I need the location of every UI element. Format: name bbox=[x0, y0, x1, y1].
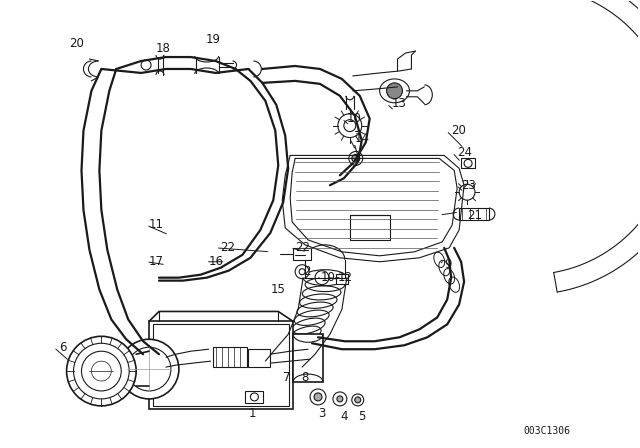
Circle shape bbox=[352, 155, 360, 162]
Text: 7: 7 bbox=[284, 370, 291, 383]
Circle shape bbox=[355, 397, 361, 403]
Circle shape bbox=[349, 151, 363, 165]
Text: 13: 13 bbox=[392, 97, 406, 110]
Text: 21: 21 bbox=[467, 209, 482, 222]
Circle shape bbox=[250, 393, 259, 401]
Text: 22: 22 bbox=[295, 241, 310, 254]
Circle shape bbox=[387, 83, 403, 99]
Circle shape bbox=[464, 159, 472, 168]
Text: 17: 17 bbox=[149, 255, 164, 268]
Bar bbox=[212, 347, 248, 367]
Bar bbox=[248, 349, 270, 367]
Circle shape bbox=[310, 389, 326, 405]
Text: 6: 6 bbox=[59, 341, 66, 354]
Bar bbox=[246, 391, 263, 403]
Text: 4: 4 bbox=[340, 410, 348, 423]
Circle shape bbox=[333, 392, 347, 406]
Circle shape bbox=[344, 120, 356, 132]
Bar bbox=[459, 208, 489, 220]
Text: 15: 15 bbox=[270, 283, 285, 296]
Bar bbox=[293, 334, 323, 382]
Bar bbox=[153, 324, 289, 406]
Circle shape bbox=[338, 114, 362, 138]
Circle shape bbox=[314, 393, 322, 401]
Text: 23: 23 bbox=[461, 179, 476, 192]
Circle shape bbox=[299, 269, 305, 275]
Circle shape bbox=[119, 339, 179, 399]
Text: 3: 3 bbox=[318, 407, 325, 420]
Circle shape bbox=[81, 351, 121, 391]
Text: 20: 20 bbox=[70, 37, 84, 50]
Text: 10: 10 bbox=[321, 271, 336, 284]
Text: 18: 18 bbox=[156, 42, 171, 55]
Circle shape bbox=[74, 343, 129, 399]
Bar bbox=[149, 321, 293, 409]
Text: 11: 11 bbox=[149, 219, 164, 232]
Circle shape bbox=[352, 394, 364, 406]
Text: 19: 19 bbox=[205, 33, 221, 46]
Bar bbox=[293, 248, 311, 260]
Bar bbox=[350, 215, 390, 240]
Circle shape bbox=[295, 265, 309, 279]
Text: 10: 10 bbox=[347, 112, 362, 125]
Bar bbox=[461, 159, 475, 168]
Text: 1: 1 bbox=[248, 407, 256, 420]
Text: 12: 12 bbox=[338, 271, 353, 284]
Bar bbox=[336, 274, 348, 284]
Text: 8: 8 bbox=[301, 370, 308, 383]
Text: 22: 22 bbox=[221, 241, 236, 254]
Circle shape bbox=[141, 60, 151, 70]
Text: 16: 16 bbox=[209, 255, 224, 268]
Text: 5: 5 bbox=[358, 410, 365, 423]
Text: 2: 2 bbox=[303, 265, 310, 278]
Text: 003C1306: 003C1306 bbox=[524, 426, 570, 436]
Circle shape bbox=[459, 184, 475, 200]
Circle shape bbox=[315, 271, 329, 284]
Circle shape bbox=[67, 336, 136, 406]
Text: 20: 20 bbox=[451, 124, 466, 137]
Text: 9: 9 bbox=[444, 258, 452, 271]
Text: 24: 24 bbox=[457, 146, 472, 159]
Circle shape bbox=[127, 347, 171, 391]
Circle shape bbox=[337, 396, 343, 402]
Text: 14: 14 bbox=[355, 132, 370, 145]
